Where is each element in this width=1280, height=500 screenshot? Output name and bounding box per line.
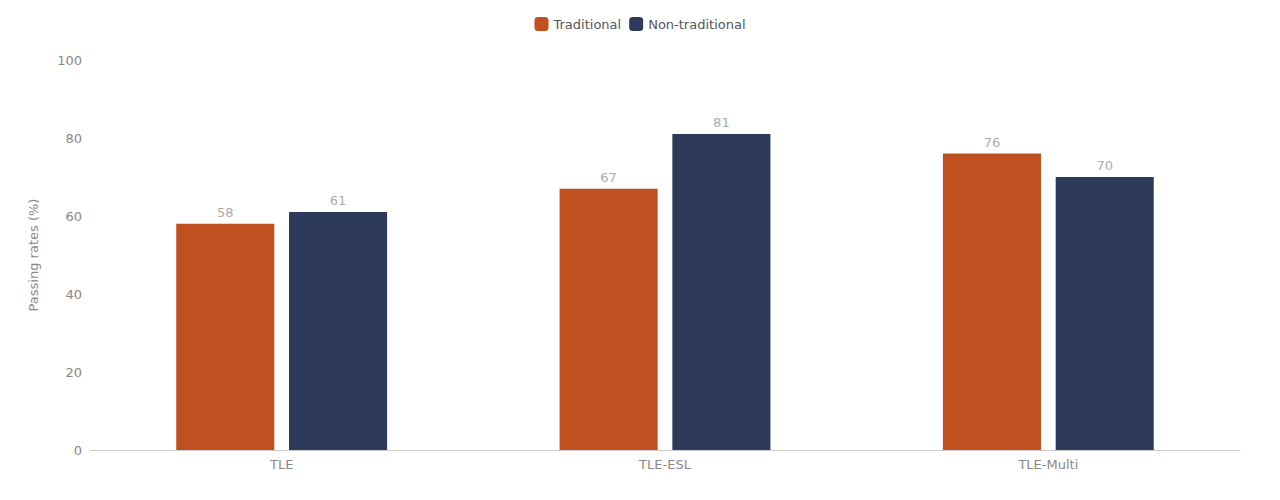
svg-text:Non-traditional: Non-traditional xyxy=(648,17,745,32)
svg-text:58: 58 xyxy=(217,205,234,220)
svg-text:76: 76 xyxy=(984,135,1001,150)
svg-text:TLE: TLE xyxy=(269,457,293,472)
svg-text:67: 67 xyxy=(600,170,617,185)
svg-text:Passing rates (%): Passing rates (%) xyxy=(26,199,41,312)
svg-text:80: 80 xyxy=(65,131,82,146)
svg-text:60: 60 xyxy=(65,209,82,224)
svg-text:100: 100 xyxy=(57,53,82,68)
svg-text:Traditional: Traditional xyxy=(552,17,621,32)
svg-text:61: 61 xyxy=(330,193,347,208)
svg-text:70: 70 xyxy=(1096,158,1113,173)
svg-text:TLE-Multi: TLE-Multi xyxy=(1017,457,1078,472)
svg-text:20: 20 xyxy=(65,365,82,380)
svg-text:40: 40 xyxy=(65,287,82,302)
svg-text:0: 0 xyxy=(74,443,82,458)
svg-text:81: 81 xyxy=(713,115,730,130)
svg-text:TLE-ESL: TLE-ESL xyxy=(638,457,692,472)
